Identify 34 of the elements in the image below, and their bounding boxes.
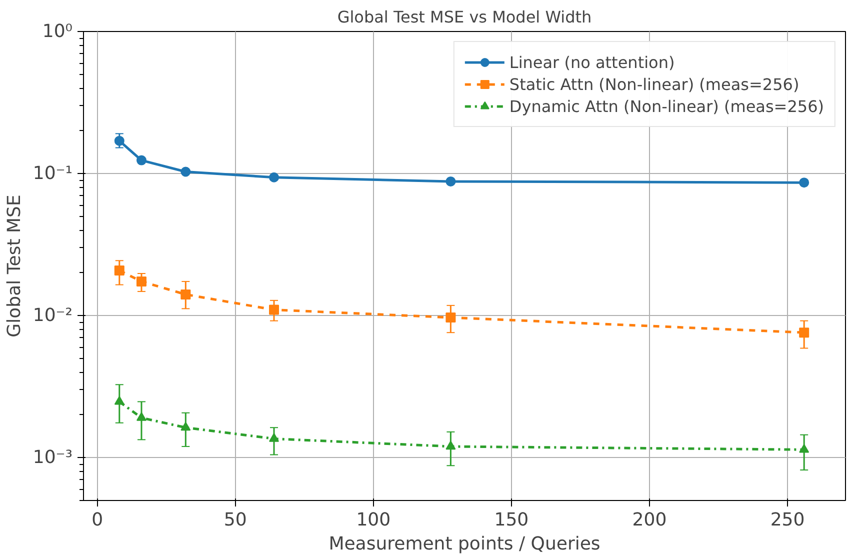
legend-label: Dynamic Attn (Non-linear) (meas=256) [509,96,824,116]
point [446,440,456,450]
x-tick-label: 250 [770,510,805,530]
y-tick-label: 10⁻¹ [32,163,73,184]
legend-label: Static Attn (Non-linear) (meas=256) [509,74,800,94]
x-tick-label: 50 [224,510,247,530]
y-tick-label: 10⁰ [42,21,73,42]
point [446,176,456,186]
point [269,304,279,315]
chart-title: Global Test MSE vs Model Width [337,8,592,26]
point [180,422,191,431]
point [799,328,810,338]
point [269,172,279,182]
legend-label: Linear (no attention) [509,52,675,72]
x-tick-label: 150 [494,510,529,530]
point [180,166,191,177]
point [136,412,146,421]
point [114,265,124,276]
x-tick-label: 200 [632,510,667,530]
point [180,289,191,300]
point [269,433,279,442]
y-axis-title: Global Test MSE [4,194,25,338]
x-axis-title: Measurement points / Queries [328,534,600,554]
point [136,155,146,166]
point [114,136,124,146]
point [799,178,810,188]
x-tick-label: 100 [356,510,391,530]
point [446,312,456,323]
y-tick-label: 10⁻² [32,305,73,326]
point [136,276,146,286]
y-tick-label: 10⁻³ [32,447,73,468]
x-tick-label: 0 [92,510,104,530]
point [799,444,810,453]
point [114,396,124,405]
